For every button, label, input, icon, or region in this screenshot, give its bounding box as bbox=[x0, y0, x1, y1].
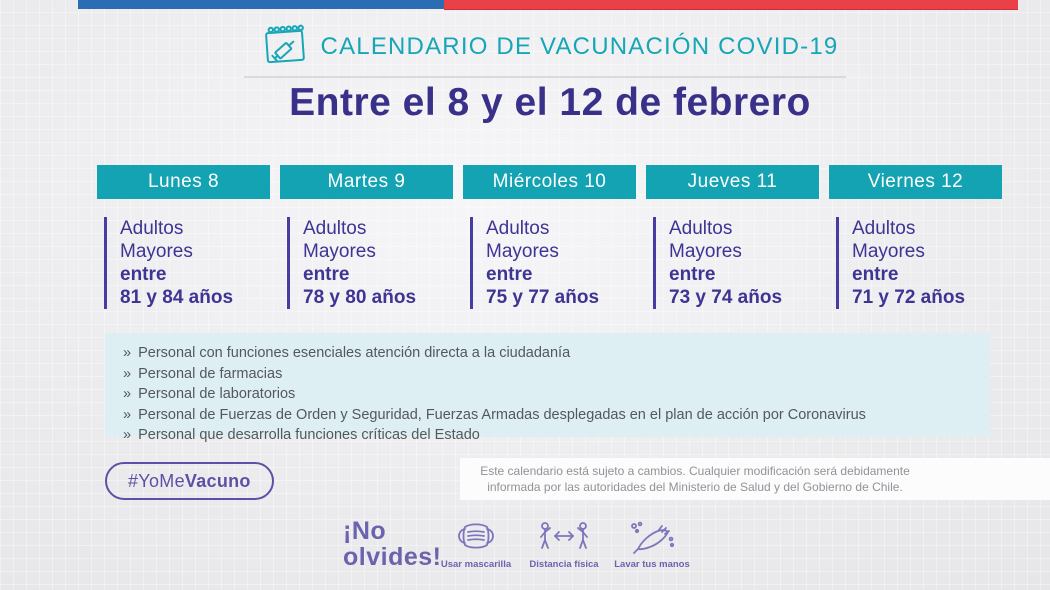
day-header-row: Lunes 8 Martes 9 Miércoles 10 Jueves 11 … bbox=[97, 165, 1002, 199]
list-item-text: Personal que desarrolla funciones crític… bbox=[138, 427, 480, 443]
age-group-miercoles: Adultos Mayores entre 75 y 77 años bbox=[470, 217, 636, 309]
age-range: 75 y 77 años bbox=[486, 287, 600, 308]
list-item: » Personal con funciones esenciales atenc… bbox=[123, 343, 990, 364]
tip-label: Distancia física bbox=[529, 559, 599, 570]
age-range: 71 y 72 años bbox=[852, 287, 966, 308]
physical-distance-icon bbox=[538, 517, 590, 555]
list-item: » Personal que desarrolla funciones críti… bbox=[123, 425, 990, 446]
list-item: » Personal de laboratorios bbox=[123, 384, 990, 405]
no-olvides-title: ¡No olvides! bbox=[343, 518, 441, 570]
list-bullet: » bbox=[123, 345, 132, 361]
list-item-text: Personal de laboratorios bbox=[138, 386, 296, 402]
no-olvides-line1: ¡No bbox=[343, 517, 387, 545]
list-item: » Personal de farmacias bbox=[123, 364, 990, 385]
age-range: 78 y 80 años bbox=[303, 287, 417, 308]
age-range: 81 y 84 años bbox=[120, 287, 234, 308]
age-group-text: entre bbox=[669, 264, 716, 285]
day-header-lunes: Lunes 8 bbox=[97, 165, 270, 199]
list-item-text: Personal de Fuerzas de Orden y Seguridad… bbox=[138, 406, 866, 423]
page-title: Entre el 8 y el 12 de febrero bbox=[289, 81, 811, 124]
no-olvides-line2: olvides! bbox=[343, 543, 442, 571]
essential-personnel-list: » Personal con funciones esenciales atenc… bbox=[105, 333, 990, 446]
disclaimer-line: informada por las autoridades del Minist… bbox=[487, 480, 903, 494]
tip-mask: Usar mascarilla bbox=[438, 517, 514, 570]
age-group-text: entre bbox=[852, 264, 899, 285]
list-item-text: Personal con funciones esenciales atenci… bbox=[138, 345, 571, 361]
age-group-text: Mayores bbox=[303, 241, 376, 262]
list-bullet: » bbox=[123, 406, 132, 423]
face-mask-icon bbox=[452, 517, 500, 555]
list-item-text: Personal de farmacias bbox=[138, 365, 283, 382]
age-group-text: Mayores bbox=[669, 241, 742, 262]
essential-personnel-panel: » Personal con funciones esenciales atenc… bbox=[105, 333, 990, 443]
header-divider bbox=[244, 76, 846, 78]
age-group-text: Mayores bbox=[852, 241, 925, 262]
chile-flag-blue-bar bbox=[78, 0, 444, 9]
age-range: 73 y 74 años bbox=[669, 287, 783, 308]
age-group-text: Adultos bbox=[486, 218, 550, 239]
disclaimer-line: Este calendario está sujeto a cambios. C… bbox=[480, 464, 910, 478]
chile-flag-red-bar bbox=[444, 0, 1018, 10]
prevention-tips: Usar mascarilla bbox=[438, 517, 690, 570]
wash-hands-icon bbox=[628, 517, 676, 555]
age-group-jueves: Adultos Mayores entre 73 y 74 años bbox=[653, 217, 819, 309]
age-group-text: entre bbox=[120, 264, 167, 285]
list-item: » Personal de Fuerzas de Orden y Segurida… bbox=[123, 405, 990, 426]
disclaimer: Este calendario está sujeto a cambios. C… bbox=[470, 463, 920, 495]
header-kicker: CALENDARIO DE VACUNACIÓN COVID-19 bbox=[320, 32, 839, 60]
age-group-text: Adultos bbox=[120, 218, 184, 239]
age-group-viernes: Adultos Mayores entre 71 y 72 años bbox=[836, 217, 1002, 309]
disclaimer-band bbox=[460, 458, 1050, 500]
age-group-lunes: Adultos Mayores entre 81 y 84 años bbox=[104, 217, 270, 309]
age-group-text: entre bbox=[486, 264, 533, 285]
age-group-text: Mayores bbox=[486, 241, 559, 262]
age-group-text: Mayores bbox=[120, 241, 193, 262]
tip-distance: Distancia física bbox=[526, 517, 602, 570]
day-header-viernes: Viernes 12 bbox=[829, 165, 1002, 199]
header: CALENDARIO DE VACUNACIÓN COVID-19 bbox=[50, 23, 1050, 70]
calendar-syringe-icon bbox=[262, 23, 308, 70]
list-bullet: » bbox=[123, 365, 132, 382]
tip-label: Lavar tus manos bbox=[614, 559, 690, 570]
age-group-text: Adultos bbox=[303, 218, 367, 239]
tip-wash-hands: Lavar tus manos bbox=[614, 517, 690, 570]
list-bullet: » bbox=[123, 427, 132, 443]
day-header-martes: Martes 9 bbox=[280, 165, 453, 199]
yomevacuno-badge: #YoMe Vacuno bbox=[105, 462, 274, 500]
age-group-text: Adultos bbox=[852, 218, 916, 239]
day-header-miercoles: Miércoles 10 bbox=[463, 165, 636, 199]
age-group-text: Adultos bbox=[669, 218, 733, 239]
age-group-text: entre bbox=[303, 264, 350, 285]
day-header-jueves: Jueves 11 bbox=[646, 165, 819, 199]
hashtag-text-bold: Vacuno bbox=[184, 470, 251, 491]
list-bullet: » bbox=[123, 386, 132, 402]
age-group-martes: Adultos Mayores entre 78 y 80 años bbox=[287, 217, 453, 309]
hashtag-text: #YoMe bbox=[128, 470, 185, 491]
age-group-row: Adultos Mayores entre 81 y 84 años Adult… bbox=[97, 217, 1002, 309]
tip-label: Usar mascarilla bbox=[440, 559, 512, 570]
